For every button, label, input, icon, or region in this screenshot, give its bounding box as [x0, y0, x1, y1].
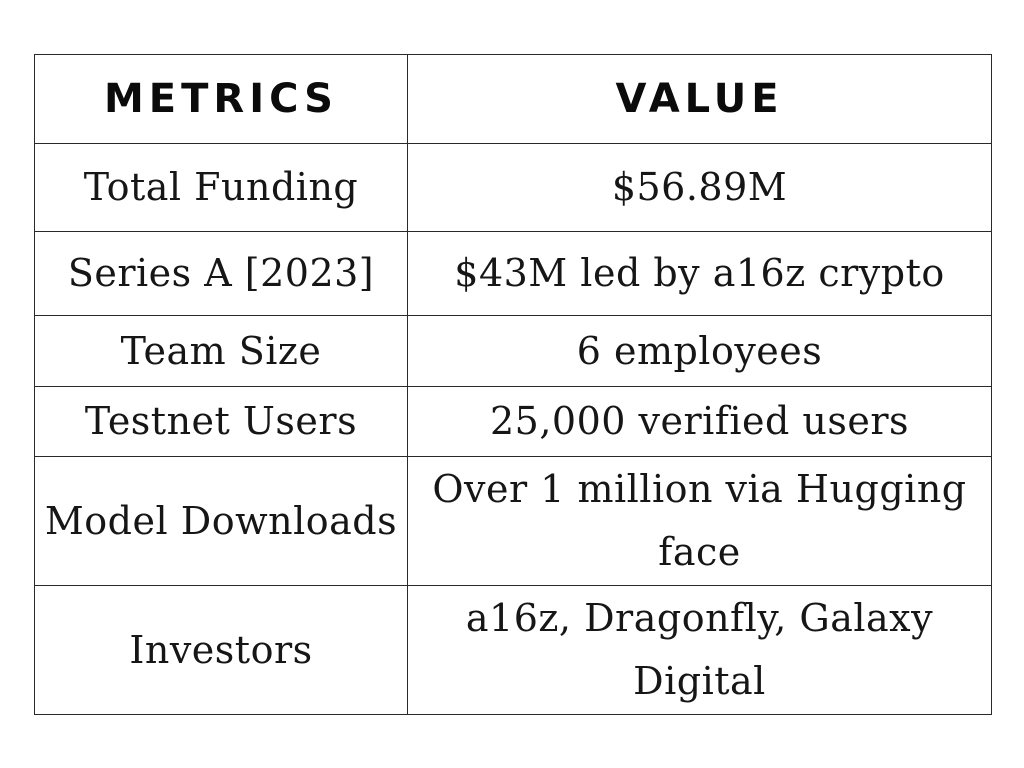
table-row: Team Size 6 employees — [34, 315, 992, 387]
header-metrics: METRICS — [34, 54, 408, 144]
metric-cell: Model Downloads — [34, 456, 408, 586]
value-cell: a16z, Dragonfly, Galaxy Digital — [407, 585, 992, 715]
metric-cell: Series A [2023] — [34, 231, 408, 316]
table-header-row: METRICS VALUE — [34, 54, 992, 144]
table-row: Investors a16z, Dragonfly, Galaxy Digita… — [34, 585, 992, 715]
metrics-table: METRICS VALUE Total Funding $56.89M Seri… — [34, 54, 992, 715]
table-row: Total Funding $56.89M — [34, 143, 992, 232]
metric-cell: Total Funding — [34, 143, 408, 232]
metric-cell: Team Size — [34, 315, 408, 387]
table-row: Series A [2023] $43M led by a16z crypto — [34, 231, 992, 316]
table-row: Model Downloads Over 1 million via Huggi… — [34, 456, 992, 586]
value-cell: Over 1 million via Hugging face — [407, 456, 992, 586]
value-cell: 25,000 verified users — [407, 386, 992, 457]
value-cell: $56.89M — [407, 143, 992, 232]
metric-cell: Testnet Users — [34, 386, 408, 457]
value-cell: $43M led by a16z crypto — [407, 231, 992, 316]
table-row: Testnet Users 25,000 verified users — [34, 386, 992, 457]
metric-cell: Investors — [34, 585, 408, 715]
value-cell: 6 employees — [407, 315, 992, 387]
header-value: VALUE — [407, 54, 992, 144]
